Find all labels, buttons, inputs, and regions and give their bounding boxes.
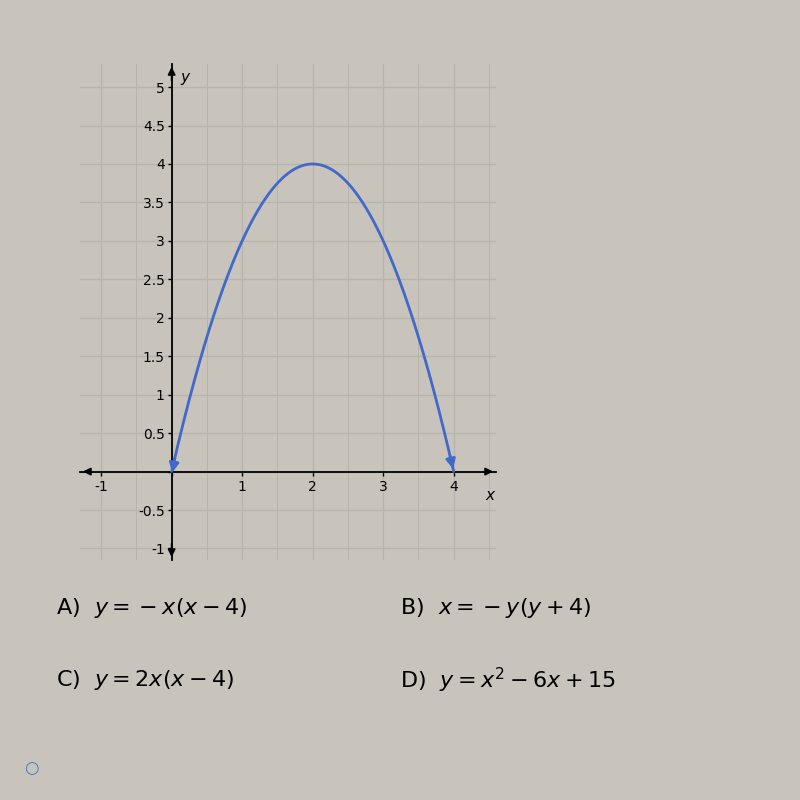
Text: D)  $y = x^2 - 6x + 15$: D) $y = x^2 - 6x + 15$ <box>400 666 615 694</box>
Text: ○: ○ <box>24 759 38 777</box>
Text: x: x <box>486 489 495 503</box>
Text: C)  $y = 2x(x - 4)$: C) $y = 2x(x - 4)$ <box>56 668 234 692</box>
Text: A)  $y = -x(x - 4)$: A) $y = -x(x - 4)$ <box>56 596 247 620</box>
Text: y: y <box>181 70 190 85</box>
Text: B)  $x = -y(y + 4)$: B) $x = -y(y + 4)$ <box>400 596 591 620</box>
